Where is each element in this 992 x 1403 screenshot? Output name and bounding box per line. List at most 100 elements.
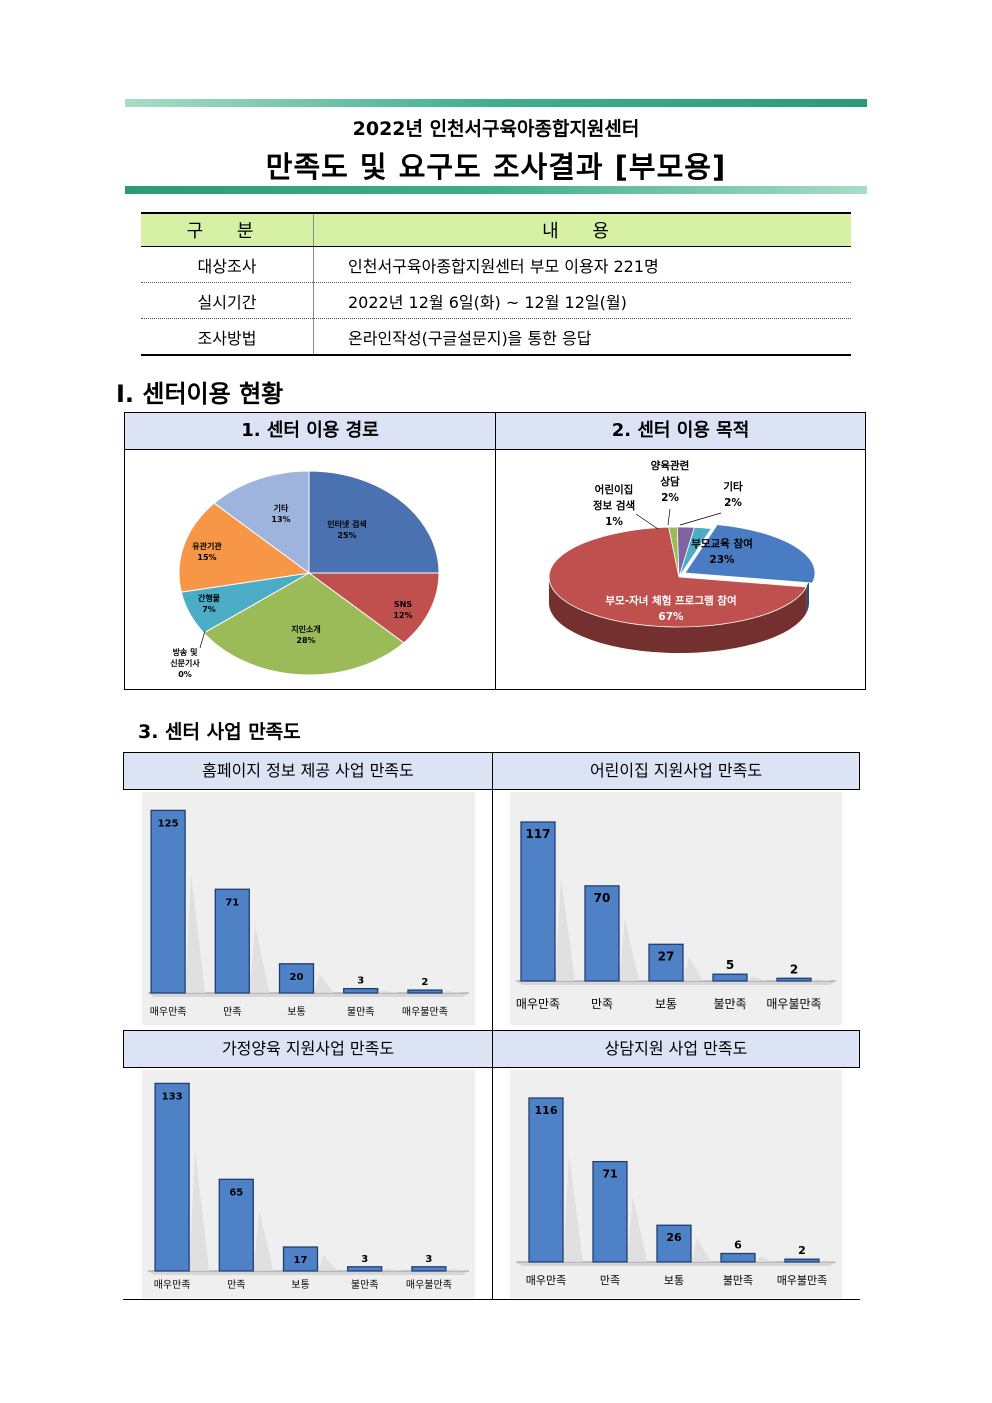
category-label: 매우불만족 [402,1006,448,1018]
slice-label: 지인소개 [291,624,320,634]
bar-shadow [445,1268,466,1271]
bar-shadow [313,974,334,993]
slice-label: 기타 [723,480,743,493]
bar-value-label: 133 [162,1091,183,1102]
panel-bottom-rule [123,1299,860,1300]
bar-shadow [811,979,831,981]
category-label: 보통 [287,1006,305,1018]
info-value: 2022년 12월 6일(화) ~ 12월 12일(월) [313,282,851,319]
bar [282,1246,319,1272]
bar-value-label: 71 [225,897,239,908]
bar-shadow [563,1155,583,1262]
bar-shadow [683,957,703,981]
category-label: 만족 [600,1274,620,1287]
chart1-cell: 인터넷 검색 25% SNS 12% 지인소개 28% 방송 및 신문기사 0% 간행물 7% 유관기… [124,449,496,690]
plot-floor [148,993,469,997]
slice-value-label: 7% [202,605,216,614]
category-label: 보통 [291,1279,309,1291]
slice-label: 신문기사 [170,658,200,668]
panel-homepage [123,789,493,1031]
pie-slice [548,526,808,628]
chart2-header: 2. 센터 이용 목적 [495,412,866,450]
plot-floor [148,1271,469,1275]
slice-label: 부모-자녀 체험 프로그램 참여 [605,594,736,607]
category-label: 보통 [655,997,677,1011]
category-label: 불만족 [723,1274,753,1287]
category-label: 매우불만족 [777,1274,828,1287]
bar-shadow [185,874,206,993]
bar [528,1097,564,1263]
slice-label: 정보 검색 [593,499,635,512]
bar [154,1082,190,1272]
bar-shadow [253,1211,274,1271]
slice-value-label: 15% [197,553,216,562]
plot-area [510,792,842,1025]
panel-title-counseling: 상담지원 사업 만족도 [492,1030,860,1068]
slice-label: SNS [394,600,412,609]
daycare-bar-chart: 117 매우만족 70 만족 27 보통 5 불만족 2 매우불만족 [510,792,842,1025]
slice-label: 부모교육 참여 [691,537,753,550]
panel-title-homepage: 홈페이지 정보 제공 사업 만족도 [123,752,493,790]
slice-label: 2% [661,492,679,504]
bar [592,1160,628,1263]
slice-label: 방송 및 [173,647,198,657]
bar [214,888,250,994]
bar-shadow [555,877,575,981]
slice-label: 인터넷 검색 [327,519,367,529]
bar-shadow [381,1268,402,1271]
bar-value-label: 3 [357,976,364,987]
bar-value-label: 117 [525,827,550,841]
pie-side [549,577,807,653]
category-label: 만족 [223,1006,241,1018]
table-row: 실시기간 2022년 12월 6일(화) ~ 12월 12일(월) [141,282,851,319]
info-value: 인천서구육아종합지원센터 부모 이용자 221명 [313,246,851,283]
bar [520,821,556,982]
bar-value-label: 17 [294,1255,308,1266]
bar [278,963,315,994]
panel-title-daycare: 어린이집 지원사업 만족도 [492,752,860,790]
bar-value-label: 71 [602,1168,617,1181]
bar [784,1258,820,1263]
info-key: 조사방법 [141,318,314,356]
leader-line [635,513,659,530]
info-header-content: 내 용 [313,212,851,247]
subsection-title: 3. 센터 사업 만족도 [138,721,301,743]
bar [407,989,443,994]
category-label: 만족 [227,1279,245,1291]
section-title: Ⅰ. 센터이용 현황 [116,380,284,408]
bar-value-label: 27 [658,949,675,963]
leader-line [199,630,206,649]
bar [150,809,186,994]
category-label: 매우불만족 [406,1279,452,1291]
chart2-cell: 부모교육 참여 23% 부모-자녀 체험 프로그램 참여 67% 어린이집 정보 검색 1%… [495,449,866,690]
category-label: 불만족 [347,1006,375,1018]
bar-value-label: 70 [594,891,611,905]
slice-label: 23% [709,554,735,566]
bar-value-label: 5 [726,958,734,972]
category-label: 매우만족 [526,1274,566,1287]
bar-value-label: 65 [229,1187,243,1198]
info-key: 실시기간 [141,282,314,319]
bar-value-label: 3 [425,1254,432,1265]
header-top-rule [125,99,867,107]
bar-shadow [249,925,270,993]
bar [347,1266,383,1272]
info-value: 온라인작성(구글설문지)을 통한 응답 [313,318,851,356]
table-row: 조사방법 온라인작성(구글설문지)을 통한 응답 [141,318,851,356]
category-label: 불만족 [351,1279,379,1291]
pie-slice [308,470,440,574]
bar-value-label: 6 [734,1239,742,1252]
slice-label: 간행물 [198,593,221,603]
bar-shadow [441,991,462,993]
category-label: 만족 [591,997,613,1011]
panel-title-home-parenting: 가정양육 지원사업 만족도 [123,1030,493,1068]
slice-value-label: 25% [337,531,356,540]
chart1-header: 1. 센터 이용 경로 [124,412,496,450]
plot-floor [516,981,836,985]
header-bottom-rule [125,186,867,194]
pie-slice [203,572,405,676]
bar-shadow [691,1238,711,1262]
bar-shadow [819,1260,839,1262]
